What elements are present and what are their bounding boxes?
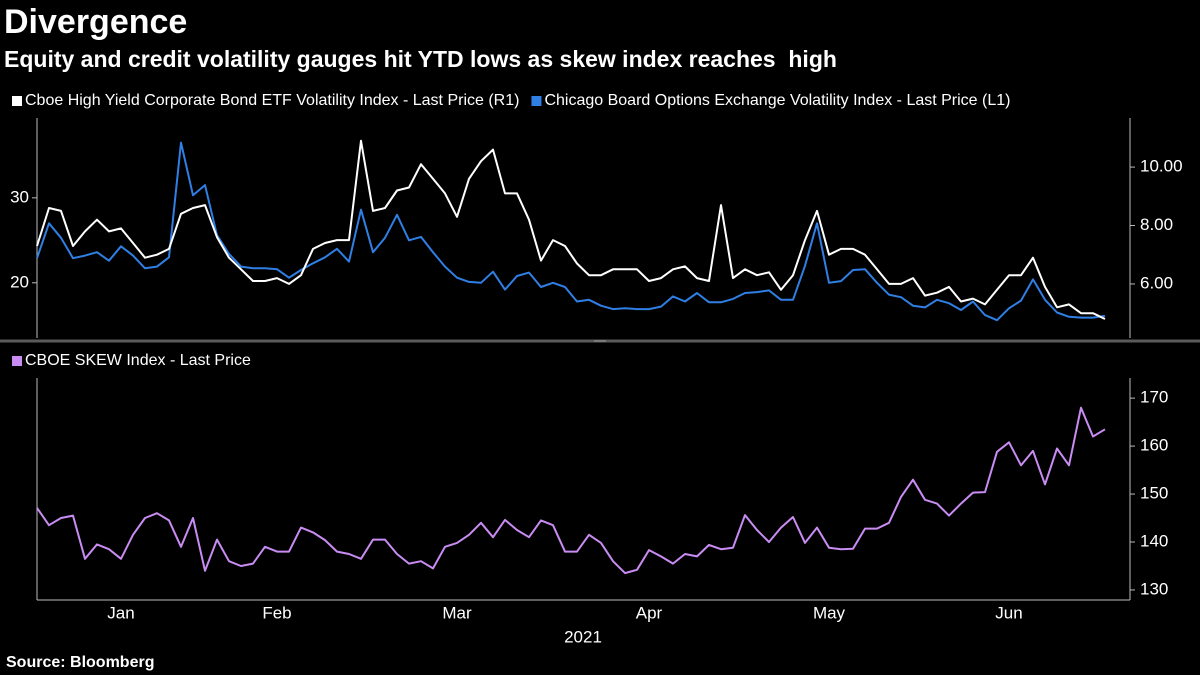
legend-label: Chicago Board Options Exchange Volatilit…: [544, 92, 1010, 109]
y2-tick-label: 160: [1140, 436, 1168, 455]
y-tick-label: 30: [10, 187, 29, 206]
x-tick-label: Jun: [995, 603, 1022, 622]
legend-label: CBOE SKEW Index - Last Price: [25, 352, 251, 369]
y-tick-label: 20: [10, 272, 29, 291]
chart-title: Divergence: [4, 3, 187, 41]
x-tick-label: Apr: [636, 603, 663, 622]
legend-swatch: [531, 96, 542, 106]
y2-tick-label: 130: [1140, 579, 1168, 598]
y2-tick-label: 140: [1140, 531, 1168, 550]
chart-subtitle: Equity and credit volatility gauges hit …: [4, 46, 837, 72]
y2-tick-label: 170: [1140, 388, 1168, 407]
y2-tick-label: 6.00: [1140, 273, 1173, 292]
series-line: [36, 139, 1106, 320]
series-line: [36, 141, 1106, 322]
source-note: Source: Bloomberg: [6, 654, 154, 671]
legend-label: Cboe High Yield Corporate Bond ETF Volat…: [25, 92, 519, 109]
x-tick-label: Feb: [262, 603, 291, 622]
legend-swatch: [12, 356, 22, 366]
x-tick-label: May: [813, 603, 846, 622]
x-tick-label: Jan: [107, 603, 134, 622]
y2-tick-label: 150: [1140, 484, 1168, 503]
x-tick-label: Mar: [442, 603, 472, 622]
series-line: [36, 406, 1106, 575]
y2-tick-label: 10.00: [1140, 157, 1183, 176]
legend-swatch: [12, 96, 22, 106]
x-axis-label: 2021: [564, 627, 602, 646]
y2-tick-label: 8.00: [1140, 215, 1173, 234]
